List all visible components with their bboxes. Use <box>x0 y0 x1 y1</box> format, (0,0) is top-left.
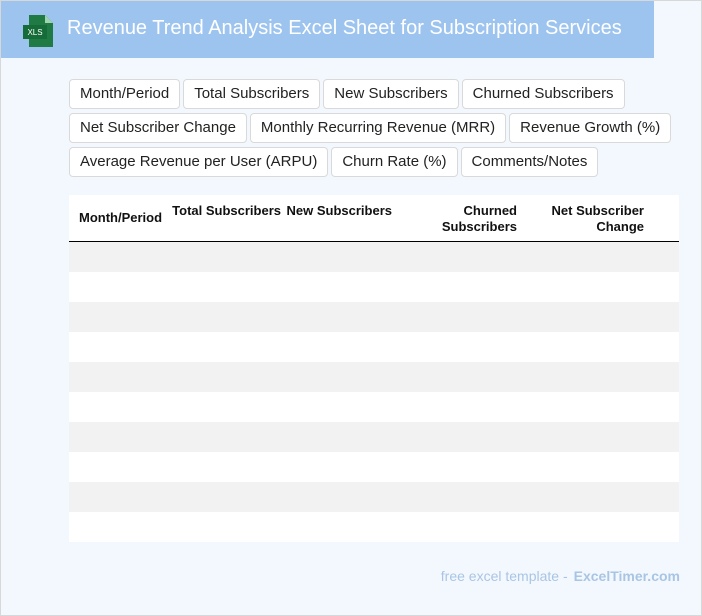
table-row <box>69 362 679 392</box>
tag-list: Month/Period Total Subscribers New Subscri… <box>69 79 672 181</box>
tag-row: Average Revenue per User (ARPU) Churn Rat… <box>69 147 671 177</box>
tag: New Subscribers <box>323 79 459 109</box>
column-header: Net Subscriber Change <box>551 203 644 234</box>
table-row <box>69 302 679 332</box>
tag: Average Revenue per User (ARPU) <box>69 147 329 177</box>
xls-icon: XLS <box>23 15 53 47</box>
table-row <box>69 332 679 362</box>
tag-row: Net Subscriber Change Monthly Recurring R… <box>69 113 672 143</box>
tag-row: Month/Period Total Subscribers New Subscri… <box>69 79 671 109</box>
tag: Churn Rate (%) <box>331 147 458 177</box>
table-row <box>69 422 679 452</box>
footer-text: free excel template - <box>440 568 568 584</box>
footer-site[interactable]: ExcelTimer.com <box>573 568 680 584</box>
table-row <box>69 242 679 272</box>
table-row <box>69 512 679 542</box>
title: Revenue Trend Analysis Excel Sheet for S… <box>67 17 622 39</box>
table-header: Month/Period Total Subscribers New Subscri… <box>69 195 679 242</box>
table-body <box>69 242 679 542</box>
column-header: Churned Subscribers <box>441 203 517 234</box>
tag: Monthly Recurring Revenue (MRR) <box>249 113 507 143</box>
tag: Month/Period <box>69 79 181 109</box>
tag: Churned Subscribers <box>461 79 625 109</box>
icon-label: XLS <box>27 28 42 37</box>
column-header: New Subscribers <box>286 203 393 218</box>
table-row <box>69 272 679 302</box>
table: Month/Period Total Subscribers New Subscri… <box>69 195 679 542</box>
tag: Net Subscriber Change <box>69 113 247 143</box>
table-row <box>69 392 679 422</box>
column-header: Total Subscribers <box>172 203 281 218</box>
header-band: XLS Revenue Trend Analysis Excel Sheet f… <box>1 1 654 58</box>
table-row <box>69 482 679 512</box>
footer: free excel template - ExcelTimer.com <box>441 568 680 584</box>
tag: Total Subscribers <box>183 79 321 109</box>
table-row <box>69 452 679 482</box>
tag: Revenue Growth (%) <box>509 113 672 143</box>
column-header: Month/Period <box>79 210 163 225</box>
tag: Comments/Notes <box>460 147 599 177</box>
